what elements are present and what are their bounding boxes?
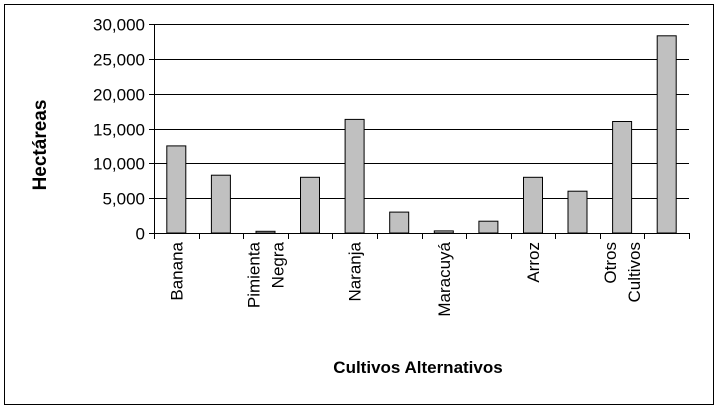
x-tick-label: Cultivos xyxy=(625,242,644,302)
bar xyxy=(478,220,499,234)
x-tick-label: Otros xyxy=(601,242,620,284)
x-tick-label: Arroz xyxy=(524,242,543,283)
bar xyxy=(433,230,454,234)
bar xyxy=(300,176,320,234)
x-tick-label: Maracuyá xyxy=(435,241,454,316)
bar xyxy=(523,176,543,234)
x-tick-label: Pimienta xyxy=(244,241,263,308)
bar xyxy=(567,190,588,234)
x-tick-labels: Banana Pimienta Negra Naranja Maracuyá Arroz O… xyxy=(167,241,644,316)
x-tick-label: Naranja xyxy=(346,241,365,301)
y-tick-label: 25,000 xyxy=(93,51,145,70)
bars xyxy=(166,35,677,234)
bar xyxy=(210,174,231,234)
bar xyxy=(656,35,677,234)
y-tick-label: 15,000 xyxy=(93,121,145,140)
y-tick-label: 20,000 xyxy=(93,86,145,105)
y-tick-label: 10,000 xyxy=(93,155,145,174)
y-axis-label: Hectáreas xyxy=(30,100,51,191)
axes xyxy=(149,24,690,239)
y-tick-label: 30,000 xyxy=(93,16,145,35)
x-tick-label: Negra xyxy=(268,241,287,288)
bar xyxy=(344,118,365,234)
bar xyxy=(612,121,633,234)
x-axis-label: Cultivos Alternativos xyxy=(333,358,502,377)
y-tick-label: 5,000 xyxy=(102,190,145,209)
chart-border xyxy=(4,4,714,405)
bar xyxy=(166,145,187,234)
y-tick-label: 0 xyxy=(136,225,145,244)
y-tick-labels: 0 5,000 10,000 15,000 20,000 25,000 30,000 xyxy=(93,16,145,244)
bar xyxy=(255,230,276,234)
gridlines xyxy=(154,24,689,199)
x-tick-label: Banana xyxy=(167,241,186,300)
bar xyxy=(389,211,410,234)
